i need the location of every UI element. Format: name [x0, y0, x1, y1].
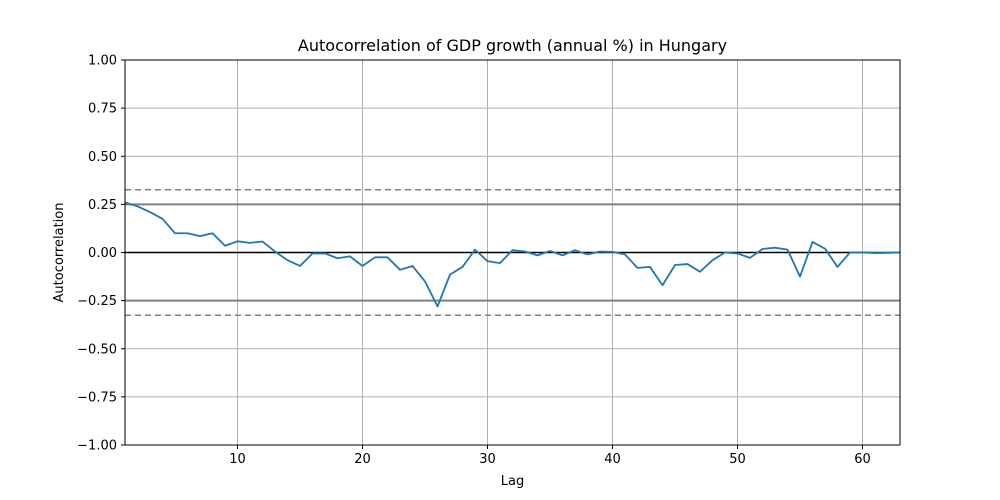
chart-title: Autocorrelation of GDP growth (annual %)…	[298, 36, 727, 55]
y-tick-label: 1.00	[88, 54, 117, 69]
x-tick-label: 10	[229, 452, 246, 467]
y-tick-label: −0.75	[77, 390, 117, 405]
x-tick-label: 20	[354, 452, 371, 467]
x-tick-label: 50	[729, 452, 746, 467]
y-tick-label: 0.75	[88, 102, 117, 117]
y-tick-label: −0.50	[77, 342, 117, 357]
y-axis-title: Autocorrelation	[52, 203, 67, 303]
y-tick-label: 0.25	[88, 198, 117, 213]
x-axis-title: Lag	[501, 474, 524, 489]
tick-layer: 10 20 30 40 50 60 −1.00 −0.75 −0.50 −0.25 0.00 0.25…	[77, 54, 871, 468]
y-tick-label: −0.25	[77, 294, 117, 309]
series-layer	[124, 201, 901, 308]
y-tick-label: 0.50	[88, 150, 117, 165]
x-tick-label: 40	[604, 452, 621, 467]
x-tick-label: 30	[479, 452, 496, 467]
autocorrelation-line	[124, 201, 901, 308]
x-tick-label: 60	[854, 452, 871, 467]
y-tick-label: 0.00	[88, 246, 117, 261]
y-tick-label: −1.00	[77, 439, 117, 454]
reference-lines	[125, 188, 900, 317]
